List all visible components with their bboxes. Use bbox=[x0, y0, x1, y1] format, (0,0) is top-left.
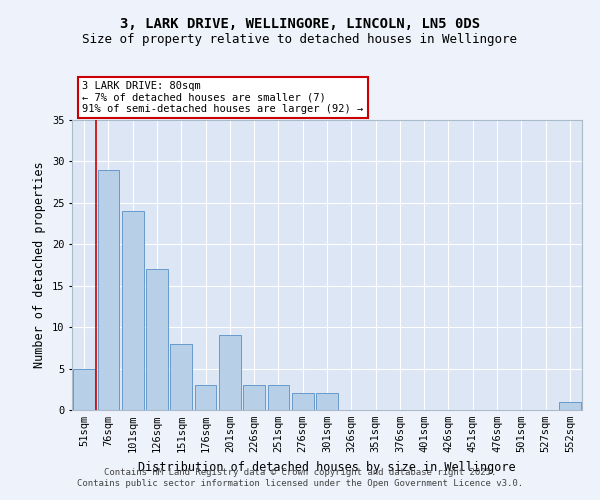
Text: Contains HM Land Registry data © Crown copyright and database right 2025.
Contai: Contains HM Land Registry data © Crown c… bbox=[77, 468, 523, 487]
Bar bbox=[316, 394, 338, 410]
Bar bbox=[146, 269, 168, 410]
Bar bbox=[122, 211, 143, 410]
X-axis label: Distribution of detached houses by size in Wellingore: Distribution of detached houses by size … bbox=[138, 460, 516, 473]
Bar bbox=[268, 385, 289, 410]
Text: 3 LARK DRIVE: 80sqm
← 7% of detached houses are smaller (7)
91% of semi-detached: 3 LARK DRIVE: 80sqm ← 7% of detached hou… bbox=[82, 81, 364, 114]
Bar bbox=[170, 344, 192, 410]
Text: Size of property relative to detached houses in Wellingore: Size of property relative to detached ho… bbox=[83, 32, 517, 46]
Bar bbox=[194, 385, 217, 410]
Bar bbox=[219, 336, 241, 410]
Bar bbox=[73, 368, 95, 410]
Y-axis label: Number of detached properties: Number of detached properties bbox=[34, 162, 46, 368]
Text: 3, LARK DRIVE, WELLINGORE, LINCOLN, LN5 0DS: 3, LARK DRIVE, WELLINGORE, LINCOLN, LN5 … bbox=[120, 18, 480, 32]
Bar bbox=[559, 402, 581, 410]
Bar bbox=[292, 394, 314, 410]
Bar bbox=[243, 385, 265, 410]
Bar bbox=[97, 170, 119, 410]
